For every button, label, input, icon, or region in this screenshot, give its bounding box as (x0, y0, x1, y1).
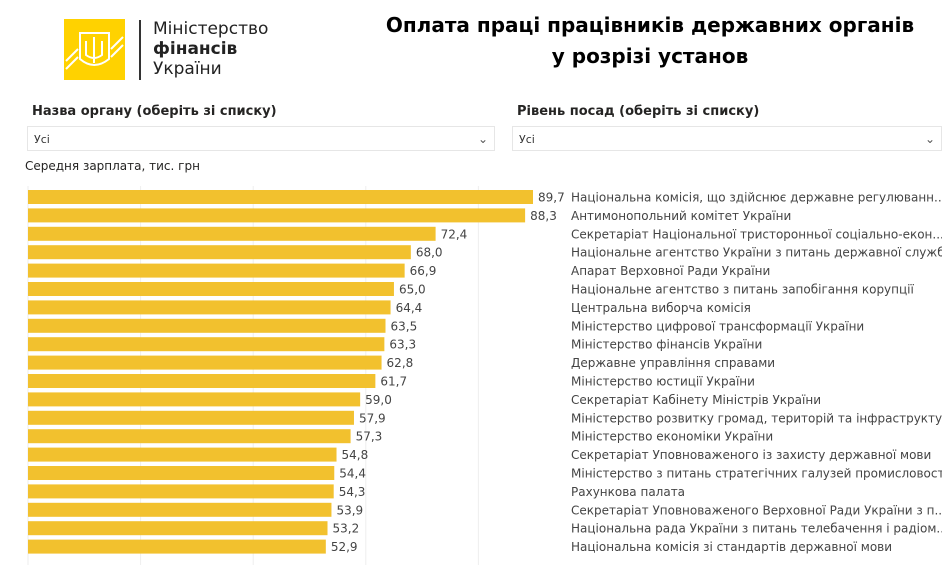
bar (28, 318, 386, 333)
category-label: Центральна виборча комісія (571, 301, 751, 315)
category-label: Міністерство розвитку громад, територій … (571, 411, 942, 425)
value-label: 68,0 (416, 246, 443, 260)
value-label: 54,3 (339, 485, 366, 499)
filter-label-level: Рівень посад (оберіть зі списку) (517, 104, 760, 119)
category-label: Антимонопольний комітет України (571, 209, 791, 223)
category-label: Національна комісія зі стандартів держав… (571, 540, 892, 554)
category-label: Секретаріат Кабінету Міністрів України (571, 393, 821, 407)
bar (28, 245, 411, 260)
value-label: 52,9 (331, 540, 358, 554)
trident-icon (65, 32, 124, 70)
title-line1: Оплата праці працівників державних орган… (385, 13, 915, 37)
bar (28, 410, 354, 425)
chart-ylabel: Середня зарплата, тис. грн (25, 159, 200, 173)
category-label: Апарат Верховної Ради України (571, 264, 770, 278)
category-label: Національне агентство України з питань д… (571, 246, 942, 260)
value-label: 64,4 (396, 301, 423, 315)
value-label: 66,9 (410, 264, 437, 278)
bar (28, 190, 533, 204)
value-label: 57,9 (359, 411, 386, 425)
category-label: Міністерство економіки України (571, 430, 773, 444)
category-label: Національна рада України з питань телеба… (571, 522, 942, 536)
value-label: 61,7 (380, 375, 407, 389)
chevron-down-icon: ⌄ (924, 132, 935, 146)
bar (28, 392, 361, 407)
bar (28, 263, 405, 278)
organ-select[interactable]: Усі ⌄ (27, 126, 495, 151)
value-label: 63,3 (389, 338, 416, 352)
value-label: 63,5 (390, 319, 417, 333)
logo-line2: фінансів (153, 39, 238, 59)
bar (28, 300, 391, 315)
value-label: 53,2 (333, 522, 360, 536)
bar (28, 466, 335, 480)
level-select-value: Усі (519, 133, 535, 146)
logo-divider (139, 20, 141, 80)
bar (28, 502, 332, 517)
filter-label-organ: Назва органу (оберіть зі списку) (32, 104, 277, 119)
bar (28, 429, 351, 444)
category-label: Міністерство фінансів України (571, 338, 762, 352)
bar (28, 337, 385, 352)
logo-text: Міністерство фінансів України (153, 19, 268, 79)
category-label: Секретаріат Національної тристоронньої с… (571, 227, 942, 241)
category-label: Міністерство юстиції України (571, 375, 755, 389)
category-label: Секретаріат Уповноваженого із захисту де… (571, 448, 931, 462)
value-label: 72,4 (441, 227, 468, 241)
value-label: 62,8 (387, 356, 414, 370)
value-label: 89,7 (538, 191, 565, 205)
organ-select-value: Усі (34, 133, 50, 146)
value-label: 54,4 (339, 467, 366, 481)
logo-line1: Міністерство (153, 19, 269, 39)
bar (28, 355, 382, 370)
value-label: 53,9 (336, 503, 363, 517)
category-label: Міністерство цифрової трансформації Укра… (571, 319, 864, 333)
level-select[interactable]: Усі ⌄ (512, 126, 942, 151)
value-label: 88,3 (530, 209, 557, 223)
bar (28, 374, 376, 388)
bar (28, 282, 394, 296)
bar (28, 226, 436, 241)
category-label: Національна комісія, що здійснює державн… (571, 191, 942, 205)
bar (28, 208, 526, 223)
category-label: Державне управління справами (571, 356, 775, 370)
category-label: Секретаріат Уповноваженого Верховної Рад… (571, 503, 942, 517)
logo-line3: України (153, 59, 222, 79)
title-line2: у розрізі установ (551, 44, 749, 68)
bar (28, 447, 337, 462)
value-label: 54,8 (342, 448, 369, 462)
value-label: 57,3 (356, 430, 383, 444)
category-label: Рахункова палата (571, 485, 685, 499)
ministry-logo (64, 19, 125, 80)
bar (28, 484, 334, 499)
category-label: Міністерство з питань стратегічних галуз… (571, 467, 942, 481)
value-label: 65,0 (399, 283, 426, 297)
bar (28, 521, 328, 536)
value-label: 59,0 (365, 393, 392, 407)
chevron-down-icon: ⌄ (477, 132, 488, 146)
bar (28, 539, 326, 554)
page-title: Оплата праці працівників державних орган… (360, 10, 940, 72)
category-label: Національне агентство з питань запобіган… (571, 283, 915, 297)
